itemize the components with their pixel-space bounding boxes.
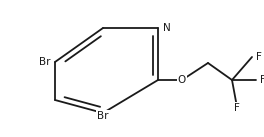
Text: O: O [178,75,186,85]
Text: F: F [260,75,264,85]
Text: F: F [256,52,262,62]
Text: Br: Br [97,111,109,121]
Text: F: F [234,103,240,113]
Text: N: N [163,23,171,33]
Text: Br: Br [39,57,50,67]
